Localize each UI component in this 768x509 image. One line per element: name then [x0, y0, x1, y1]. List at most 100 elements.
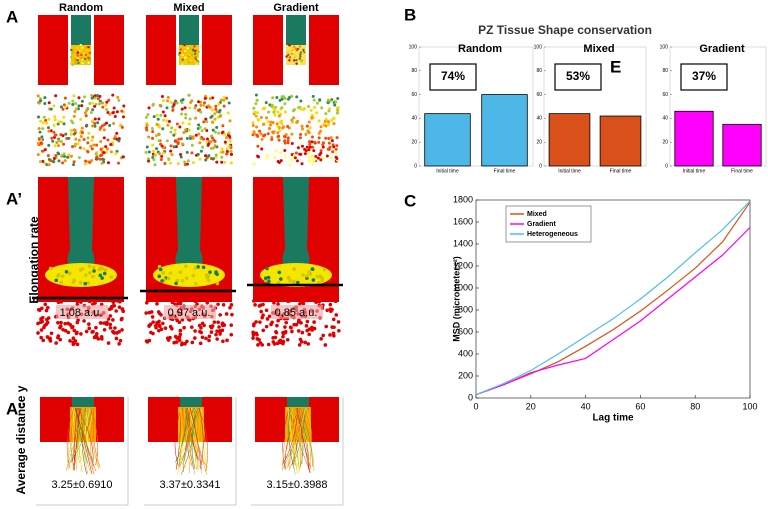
track [187, 407, 199, 461]
cell [91, 274, 95, 279]
cell [152, 102, 156, 106]
cell [200, 129, 204, 133]
cell [37, 137, 41, 141]
cell [225, 135, 229, 139]
cell [176, 162, 180, 166]
cell [184, 56, 187, 59]
cell [287, 97, 291, 101]
cell [61, 134, 65, 138]
cell [103, 268, 108, 272]
cell [82, 137, 86, 141]
cell [252, 322, 256, 326]
cell [207, 334, 212, 339]
cell [100, 153, 104, 157]
cell [54, 154, 58, 158]
cell [214, 332, 218, 337]
cell [60, 274, 65, 279]
cell [225, 147, 229, 151]
cell [297, 343, 302, 347]
cell [188, 117, 192, 121]
cell [264, 324, 269, 329]
cell [279, 277, 283, 281]
cell [118, 338, 123, 343]
cell [211, 120, 215, 124]
cell [45, 121, 49, 125]
cell [265, 156, 269, 160]
annotation-box [429, 63, 477, 91]
cell [330, 307, 334, 312]
cell [321, 145, 325, 149]
cell [255, 98, 259, 102]
cell [220, 328, 225, 333]
cell [308, 126, 312, 130]
cell [69, 56, 73, 59]
cell [87, 56, 90, 59]
cell [292, 45, 296, 48]
cell [299, 152, 303, 156]
cell [45, 163, 49, 167]
cell [228, 139, 232, 143]
cell [106, 341, 111, 345]
cell [266, 153, 270, 157]
y-tick-label: 100 [409, 44, 418, 50]
cell [169, 130, 173, 134]
cell [333, 299, 338, 304]
cell [251, 121, 255, 125]
cell [209, 330, 214, 334]
cell [155, 113, 159, 117]
cell [303, 107, 307, 111]
cell [327, 136, 331, 140]
cell [115, 131, 119, 135]
y-tick-label: 1000 [453, 282, 473, 292]
track [190, 407, 202, 470]
cell [37, 101, 41, 105]
cell [282, 95, 286, 99]
panel-label: A’ [6, 189, 22, 208]
x-tick-label: 100 [742, 401, 757, 411]
track [300, 407, 313, 467]
cell [168, 335, 172, 340]
cell [84, 114, 88, 118]
cell [317, 136, 321, 140]
cell [59, 105, 63, 109]
cell [277, 138, 281, 142]
cell [54, 94, 58, 98]
cell [269, 123, 273, 127]
x-tick-label: Final time [610, 168, 632, 174]
cell [203, 96, 207, 100]
cell [40, 135, 44, 139]
cell [215, 329, 219, 334]
cell [189, 325, 194, 329]
cell [43, 96, 47, 100]
cell [76, 318, 80, 322]
cell [307, 159, 311, 163]
cell [327, 120, 331, 124]
cell [180, 342, 184, 347]
cell [291, 280, 296, 285]
cell [290, 158, 294, 162]
cell [285, 55, 288, 58]
cell [220, 321, 225, 326]
cell [43, 148, 47, 152]
cell [71, 99, 75, 103]
cell [54, 341, 58, 345]
cell [334, 150, 338, 154]
cell [221, 130, 225, 134]
bar [424, 113, 471, 167]
track [177, 407, 199, 475]
x-tick-label: 80 [690, 401, 700, 411]
y-tick-label: 80 [536, 68, 542, 74]
cell [73, 339, 78, 343]
cell [52, 157, 56, 161]
cell [92, 143, 96, 147]
cell [171, 108, 175, 112]
cell [194, 46, 198, 50]
cell [57, 120, 61, 124]
track [66, 407, 90, 463]
cell [93, 96, 97, 100]
cell [290, 118, 294, 122]
track [287, 407, 302, 468]
cell [207, 104, 211, 108]
cell [215, 160, 219, 164]
